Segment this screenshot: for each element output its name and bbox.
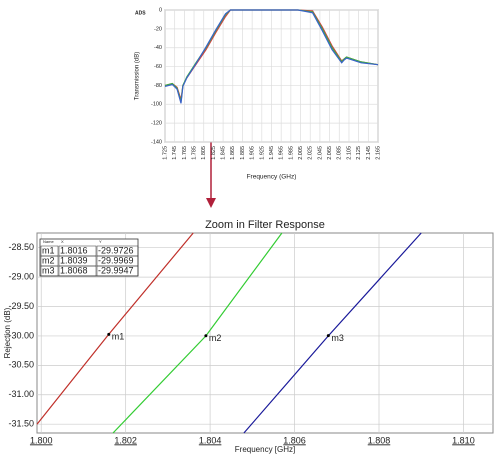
table-cell-text: m3 <box>42 265 55 275</box>
marker-point <box>326 334 330 338</box>
marker-point <box>107 332 111 336</box>
x-axis-label: Frequency (GHz) <box>247 174 297 181</box>
table-header: X <box>61 239 64 244</box>
x-tick-label: 1.785 <box>191 146 197 160</box>
badge: ADS <box>135 10 146 16</box>
x-tick-label: 1.965 <box>279 146 285 160</box>
x-tick-label: 1.825 <box>211 146 217 160</box>
x-tick-label: 1.865 <box>230 146 236 160</box>
y-tick-label: -31.00 <box>8 389 34 399</box>
x-tick-label: 1.808 <box>368 435 391 445</box>
x-tick-label: 2.125 <box>356 146 362 160</box>
x-tick-label: 1.805 <box>201 146 207 160</box>
marker-label: m3 <box>331 333 344 343</box>
x-tick-label: 2.085 <box>337 146 343 160</box>
x-tick-label: 1.804 <box>199 435 222 445</box>
table-cell <box>58 265 97 277</box>
y-tick-label: -120 <box>151 121 162 127</box>
x-tick-label: 1.745 <box>172 146 178 160</box>
marker-table <box>39 238 139 277</box>
y-tick-label: 0 <box>159 7 162 13</box>
y-tick-label: -30.00 <box>8 330 34 340</box>
table-header: Name <box>43 239 54 244</box>
x-tick-label: 1.765 <box>182 146 188 160</box>
table-cell-text: 1.8016 <box>60 245 88 255</box>
marker-label: m1 <box>112 332 125 342</box>
table-cell-text: -29.9726 <box>98 245 134 255</box>
y-tick-label: -30.50 <box>8 360 34 370</box>
marker-point <box>204 334 208 338</box>
x-tick-label: 1.806 <box>283 435 306 445</box>
x-tick-label: 1.810 <box>452 435 475 445</box>
y-tick-label: -20 <box>154 26 162 32</box>
table-cell <box>96 265 139 277</box>
series-line <box>164 9 379 104</box>
x-tick-label: 2.045 <box>317 146 323 160</box>
table-header: Y <box>99 239 102 244</box>
y-tick-label: -100 <box>151 102 162 108</box>
y-tick-label: -60 <box>154 64 162 70</box>
table-cell-text: 1.8068 <box>60 265 88 275</box>
x-tick-label: 1.945 <box>269 146 275 160</box>
y-tick-label: -28.50 <box>8 242 34 252</box>
x-tick-label: 1.985 <box>288 146 294 160</box>
table-cell-text: m1 <box>42 245 55 255</box>
x-tick-label: 1.845 <box>221 146 227 160</box>
y-tick-label: -140 <box>151 139 162 145</box>
y-tick-label: -40 <box>154 45 162 51</box>
x-tick-label: 2.065 <box>327 146 333 160</box>
x-tick-label: 1.800 <box>30 435 53 445</box>
x-tick-label: 2.005 <box>298 146 304 160</box>
x-tick-label: 2.165 <box>375 146 381 160</box>
marker-label: m2 <box>209 333 222 343</box>
x-tick-label: 1.925 <box>259 146 265 160</box>
y-tick-label: -29.50 <box>8 301 34 311</box>
table-cell-text: -29.9969 <box>98 255 134 265</box>
x-tick-label: 1.802 <box>114 435 137 445</box>
chart-title: Zoom in Filter Response <box>205 219 325 231</box>
x-tick-label: 2.105 <box>346 146 352 160</box>
table-cell-text: m2 <box>42 255 55 265</box>
y-tick-label: -29.00 <box>8 271 34 281</box>
x-tick-label: 1.725 <box>162 146 168 160</box>
table-cell-text: 1.8039 <box>60 255 88 265</box>
table-cell-text: -29.9947 <box>98 265 134 275</box>
y-tick-label: -80 <box>154 83 162 89</box>
arrow-head <box>206 198 216 208</box>
x-tick-label: 2.025 <box>308 146 314 160</box>
x-axis-label: Frequency [GHz] <box>235 445 295 454</box>
table-cell <box>40 265 59 277</box>
y-axis-label: Transmission (dB) <box>135 52 141 100</box>
y-tick-label: -31.50 <box>8 419 34 429</box>
x-tick-label: 1.905 <box>250 146 256 160</box>
x-tick-label: 1.885 <box>240 146 246 160</box>
y-axis-label: Rejection (dB) <box>3 307 12 358</box>
x-tick-label: 2.145 <box>366 146 372 160</box>
